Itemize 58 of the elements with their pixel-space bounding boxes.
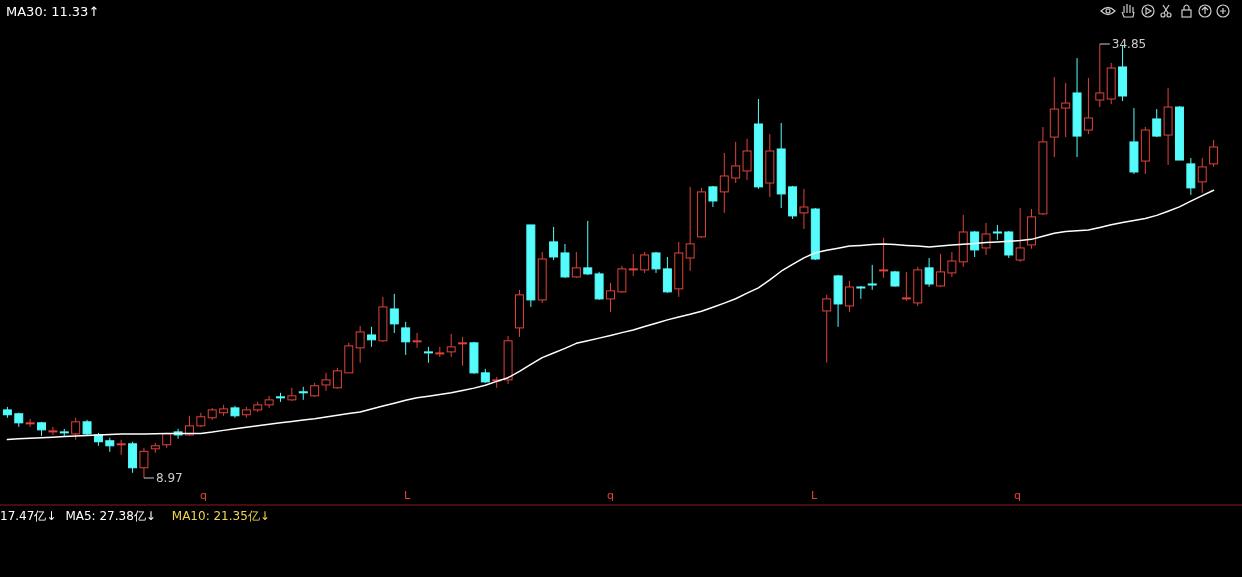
candlestick xyxy=(822,294,832,364)
text: q xyxy=(200,489,207,502)
candlestick xyxy=(924,257,934,288)
candlestick xyxy=(355,325,365,364)
candlestick xyxy=(1186,157,1196,196)
candlestick xyxy=(719,152,729,214)
candlestick xyxy=(412,332,422,349)
candlestick xyxy=(1083,77,1093,135)
candlestick xyxy=(401,321,411,356)
candlestick xyxy=(617,265,627,294)
candlestick xyxy=(458,336,468,367)
candlestick xyxy=(1004,230,1014,259)
candlestick xyxy=(1197,157,1207,194)
text: L xyxy=(403,489,411,502)
candlestick xyxy=(1095,43,1105,108)
candlestick xyxy=(662,256,672,294)
candlestick xyxy=(936,253,945,288)
text: MA10: 21.35亿↓ xyxy=(171,509,270,523)
chart-title: MA30: 11.33↑ xyxy=(6,4,100,19)
candlestick xyxy=(446,333,456,358)
candlestick xyxy=(901,271,911,302)
annotation: 8.97 xyxy=(155,471,183,485)
candlestick xyxy=(1209,139,1219,168)
annotation: 34.85 xyxy=(1111,37,1147,51)
candlestick xyxy=(799,188,809,230)
candlestick xyxy=(321,372,331,392)
candlestick xyxy=(48,426,58,436)
text: L xyxy=(810,489,818,502)
candlestick xyxy=(583,220,593,276)
candlestick xyxy=(128,441,138,474)
text: q xyxy=(607,489,614,502)
candlestick xyxy=(606,282,615,313)
candlestick xyxy=(332,367,342,390)
candlestick xyxy=(742,138,752,181)
candlestick xyxy=(685,186,695,272)
candlestick xyxy=(549,226,559,261)
text: MA5: 27.38亿↓ xyxy=(65,509,156,523)
candlestick xyxy=(731,141,741,184)
candlestick xyxy=(571,251,581,279)
candlestick xyxy=(560,243,570,279)
candlestick xyxy=(867,264,877,291)
candlestick xyxy=(628,253,638,277)
candlestick xyxy=(1015,207,1025,263)
candlestick xyxy=(367,326,377,348)
candlestick xyxy=(981,222,991,256)
candlestick xyxy=(1152,108,1162,138)
candlestick xyxy=(947,251,957,278)
text: 17.47亿↓ xyxy=(0,509,57,523)
candlestick xyxy=(879,237,889,279)
candlestick xyxy=(640,251,650,274)
candlestick xyxy=(970,230,980,258)
text: q xyxy=(1014,489,1021,502)
candlestick xyxy=(139,447,149,479)
candlestick xyxy=(287,387,297,402)
candlestick xyxy=(389,293,399,334)
candlestick xyxy=(71,417,81,441)
candlestick xyxy=(1061,82,1071,138)
candlestick xyxy=(844,280,854,313)
